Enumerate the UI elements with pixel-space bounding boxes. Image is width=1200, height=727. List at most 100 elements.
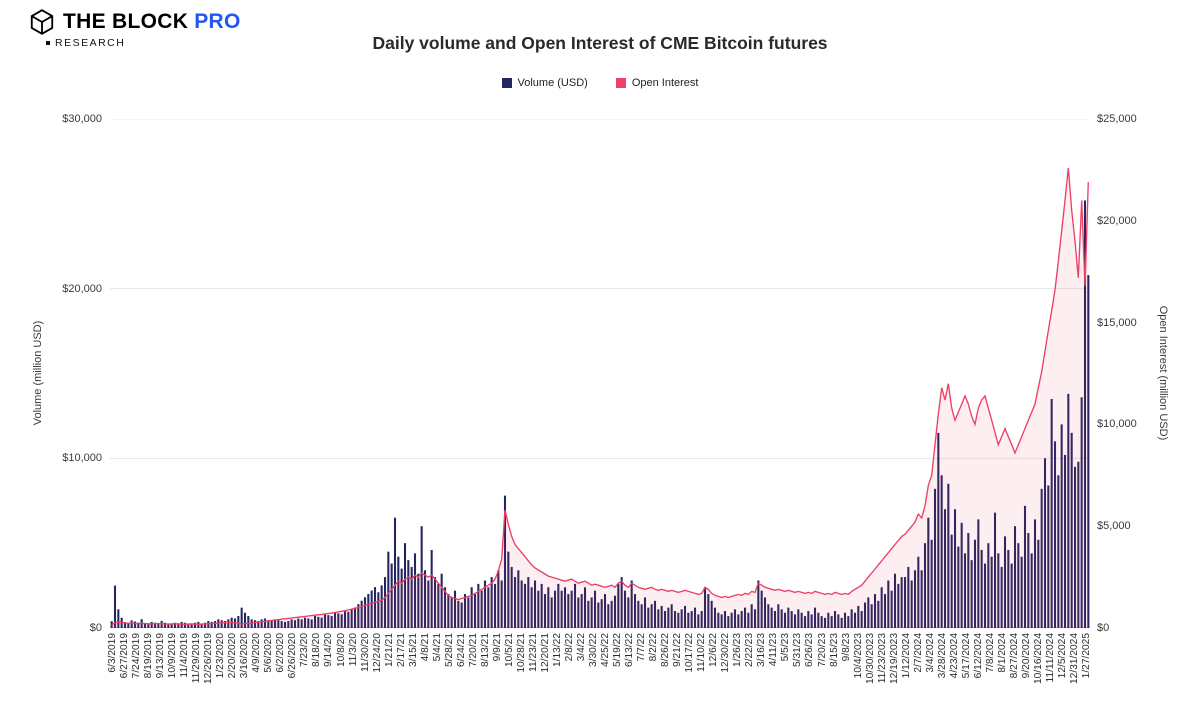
right-y-tick: $25,000: [1097, 113, 1137, 125]
x-tick-label: 11/3/20: [347, 633, 359, 667]
volume-swatch-icon: [501, 78, 512, 88]
x-tick-label: 3/16/23: [756, 633, 768, 667]
brand-name: THE BLOCK PRO: [63, 10, 241, 34]
x-tick-label: 8/19/2019: [143, 633, 155, 679]
x-tick-label: 6/13/22: [624, 633, 636, 667]
x-tick-label: 11/23/2023: [876, 633, 888, 684]
x-tick-label: 5/28/21: [443, 633, 455, 667]
x-tick-label: 1/12/2024: [900, 633, 912, 679]
right-y-tick: $20,000: [1097, 214, 1137, 227]
x-tick-label: 8/18/20: [311, 633, 323, 667]
x-tick-label: 8/15/23: [828, 633, 840, 667]
x-tick-label: 3/28/2024: [936, 633, 948, 679]
x-tick-label: 6/26/23: [804, 633, 816, 667]
x-tick-label: 9/8/23: [840, 633, 852, 662]
x-tick-label: 1/21/21: [383, 633, 395, 667]
x-tick-label: 10/8/20: [335, 633, 347, 667]
x-tick-label: 3/4/22: [576, 633, 587, 662]
x-tick-label: 8/2/22: [648, 633, 660, 662]
x-tick-label: 12/26/2019: [203, 633, 215, 684]
x-tick-label: 10/4/2023: [852, 633, 864, 679]
x-tick-label: 11/10/22: [696, 633, 708, 672]
x-tick-label: 12/5/2024: [1057, 633, 1068, 679]
x-tick-label: 6/24/21: [455, 633, 467, 667]
x-tick-label: 12/20/21: [539, 633, 551, 673]
x-tick-label: 5/17/2024: [960, 633, 972, 679]
x-tick-label: 10/5/21: [503, 633, 515, 667]
x-tick-label: 11/11/2024: [1044, 633, 1056, 683]
x-tick-label: 11/29/2019: [191, 633, 203, 684]
legend-item-volume: Volume (USD): [501, 77, 588, 89]
x-tick-label: 2/8/22: [563, 633, 575, 662]
x-tick-label: 11/23/21: [527, 633, 539, 672]
x-tick-label: 4/25/22: [600, 633, 611, 667]
brand-sub-text: RESEARCH: [55, 37, 126, 49]
x-tick-label: 2/22/23: [744, 633, 756, 667]
x-tick-label: 10/9/2019: [167, 633, 179, 679]
x-tick-label: 8/27/2024: [1008, 633, 1020, 679]
x-tick-label: 10/30/2023: [864, 633, 876, 684]
right-y-tick: $0: [1097, 622, 1110, 634]
x-tick-label: 1/13/22: [551, 633, 563, 667]
x-tick-label: 12/31/2024: [1069, 633, 1080, 684]
x-tick-label: 10/28/21: [515, 633, 527, 673]
right-y-tick: $10,000: [1097, 418, 1137, 431]
x-tick-label: 12/19/2023: [888, 633, 900, 684]
right-y-tick: $5,000: [1097, 520, 1131, 533]
x-tick-label: 7/23/20: [299, 633, 311, 667]
left-y-tick: $30,000: [62, 113, 102, 125]
square-bullet-icon: [46, 41, 50, 45]
left-y-tick: $20,000: [62, 282, 102, 295]
x-tick-label: 7/8/2024: [984, 633, 996, 673]
x-tick-label: 10/16/2024: [1032, 633, 1044, 684]
left-y-tick: $0: [89, 622, 102, 634]
x-tick-label: 7/24/2019: [131, 633, 142, 679]
x-tick-label: 7/20/21: [467, 633, 479, 667]
block-cube-icon: [28, 8, 56, 36]
chart-plot-area: [110, 119, 1090, 628]
x-tick-label: 8/26/22: [660, 633, 672, 667]
x-tick-label: 4/11/23: [768, 633, 780, 667]
x-tick-label: 9/21/22: [672, 633, 684, 667]
x-tick-label: 1/27/2025: [1081, 633, 1092, 679]
x-tick-label: 3/16/2020: [239, 633, 251, 679]
x-tick-label: 1/26/23: [732, 633, 744, 667]
x-tick-label: 5/4/21: [431, 633, 443, 662]
open-interest-swatch-icon: [615, 78, 626, 88]
x-tick-label: 9/14/20: [323, 633, 335, 667]
brand-name-primary: THE BLOCK: [63, 10, 189, 33]
right-y-tick: $15,000: [1097, 316, 1137, 329]
x-tick-label: 11/30/20: [359, 633, 371, 672]
legend-open-interest-label: Open Interest: [631, 77, 699, 89]
left-axis-title: Volume (million USD): [32, 320, 44, 426]
x-tick-label: 3/15/21: [407, 633, 419, 667]
x-tick-label: 12/24/20: [371, 633, 383, 673]
x-tick-label: 9/20/2024: [1020, 633, 1032, 679]
x-tick-label: 7/20/23: [816, 633, 828, 667]
x-tick-label: 3/30/22: [588, 633, 599, 667]
x-tick-label: 12/6/22: [708, 633, 720, 667]
x-tick-label: 4/9/2020: [251, 633, 263, 673]
x-tick-label: 3/4/2024: [924, 633, 936, 673]
legend-volume-label: Volume (USD): [517, 77, 588, 89]
brand-name-pro: PRO: [194, 10, 241, 33]
chart-title: Daily volume and Open Interest of CME Bi…: [372, 33, 828, 53]
x-tick-label: 5/31/23: [792, 633, 804, 667]
x-tick-label: 9/9/21: [491, 633, 503, 662]
x-tick-label: 6/27/2019: [119, 633, 130, 679]
brand-logo: THE BLOCK PRO: [28, 8, 241, 36]
x-tick-label: 10/17/22: [684, 633, 696, 673]
legend-item-open-interest: Open Interest: [615, 77, 699, 89]
left-y-tick: $10,000: [62, 452, 102, 465]
x-tick-label: 12/30/22: [720, 633, 732, 673]
x-tick-label: 8/1/2024: [996, 633, 1008, 673]
x-tick-label: 6/2/2020: [275, 633, 287, 673]
x-tick-label: 2/20/2020: [227, 633, 239, 679]
x-tick-label: 6/12/2024: [972, 633, 984, 679]
x-tick-label: 6/3/2019: [107, 633, 118, 673]
brand-research-label: RESEARCH: [46, 37, 125, 49]
x-tick-label: 1/23/2020: [215, 633, 227, 679]
x-tick-label: 6/26/2020: [287, 633, 299, 679]
x-tick-label: 5/6/2020: [263, 633, 275, 673]
